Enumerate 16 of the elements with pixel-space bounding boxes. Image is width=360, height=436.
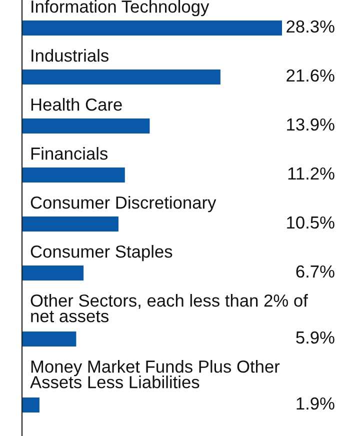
data-label: 1.9% [296,397,334,410]
data-label: 21.6% [286,69,334,82]
y-tick-label: Health Care [31,98,122,111]
data-label: 13.9% [287,118,334,131]
y-tick-label: Financials [31,147,108,160]
data-label: 6.7% [296,265,334,278]
data-label: 5.9% [296,331,334,344]
y-tick-label: Information Technology [32,0,210,16]
data-label: 28.3% [286,20,334,33]
y-tick-label: Money Market Funds Plus Other Assets Less Liabilities [30,360,280,388]
y-tick-label: Other Sectors, each less than 2% of net assets [30,294,308,322]
y-tick-label: Industrials [32,49,108,62]
y-tick-label: Consumer Staples [30,245,172,262]
data-label: 11.2% [288,167,334,180]
data-label: 10.5% [287,216,334,229]
y-tick-label: Consumer Discretionary [30,196,216,212]
